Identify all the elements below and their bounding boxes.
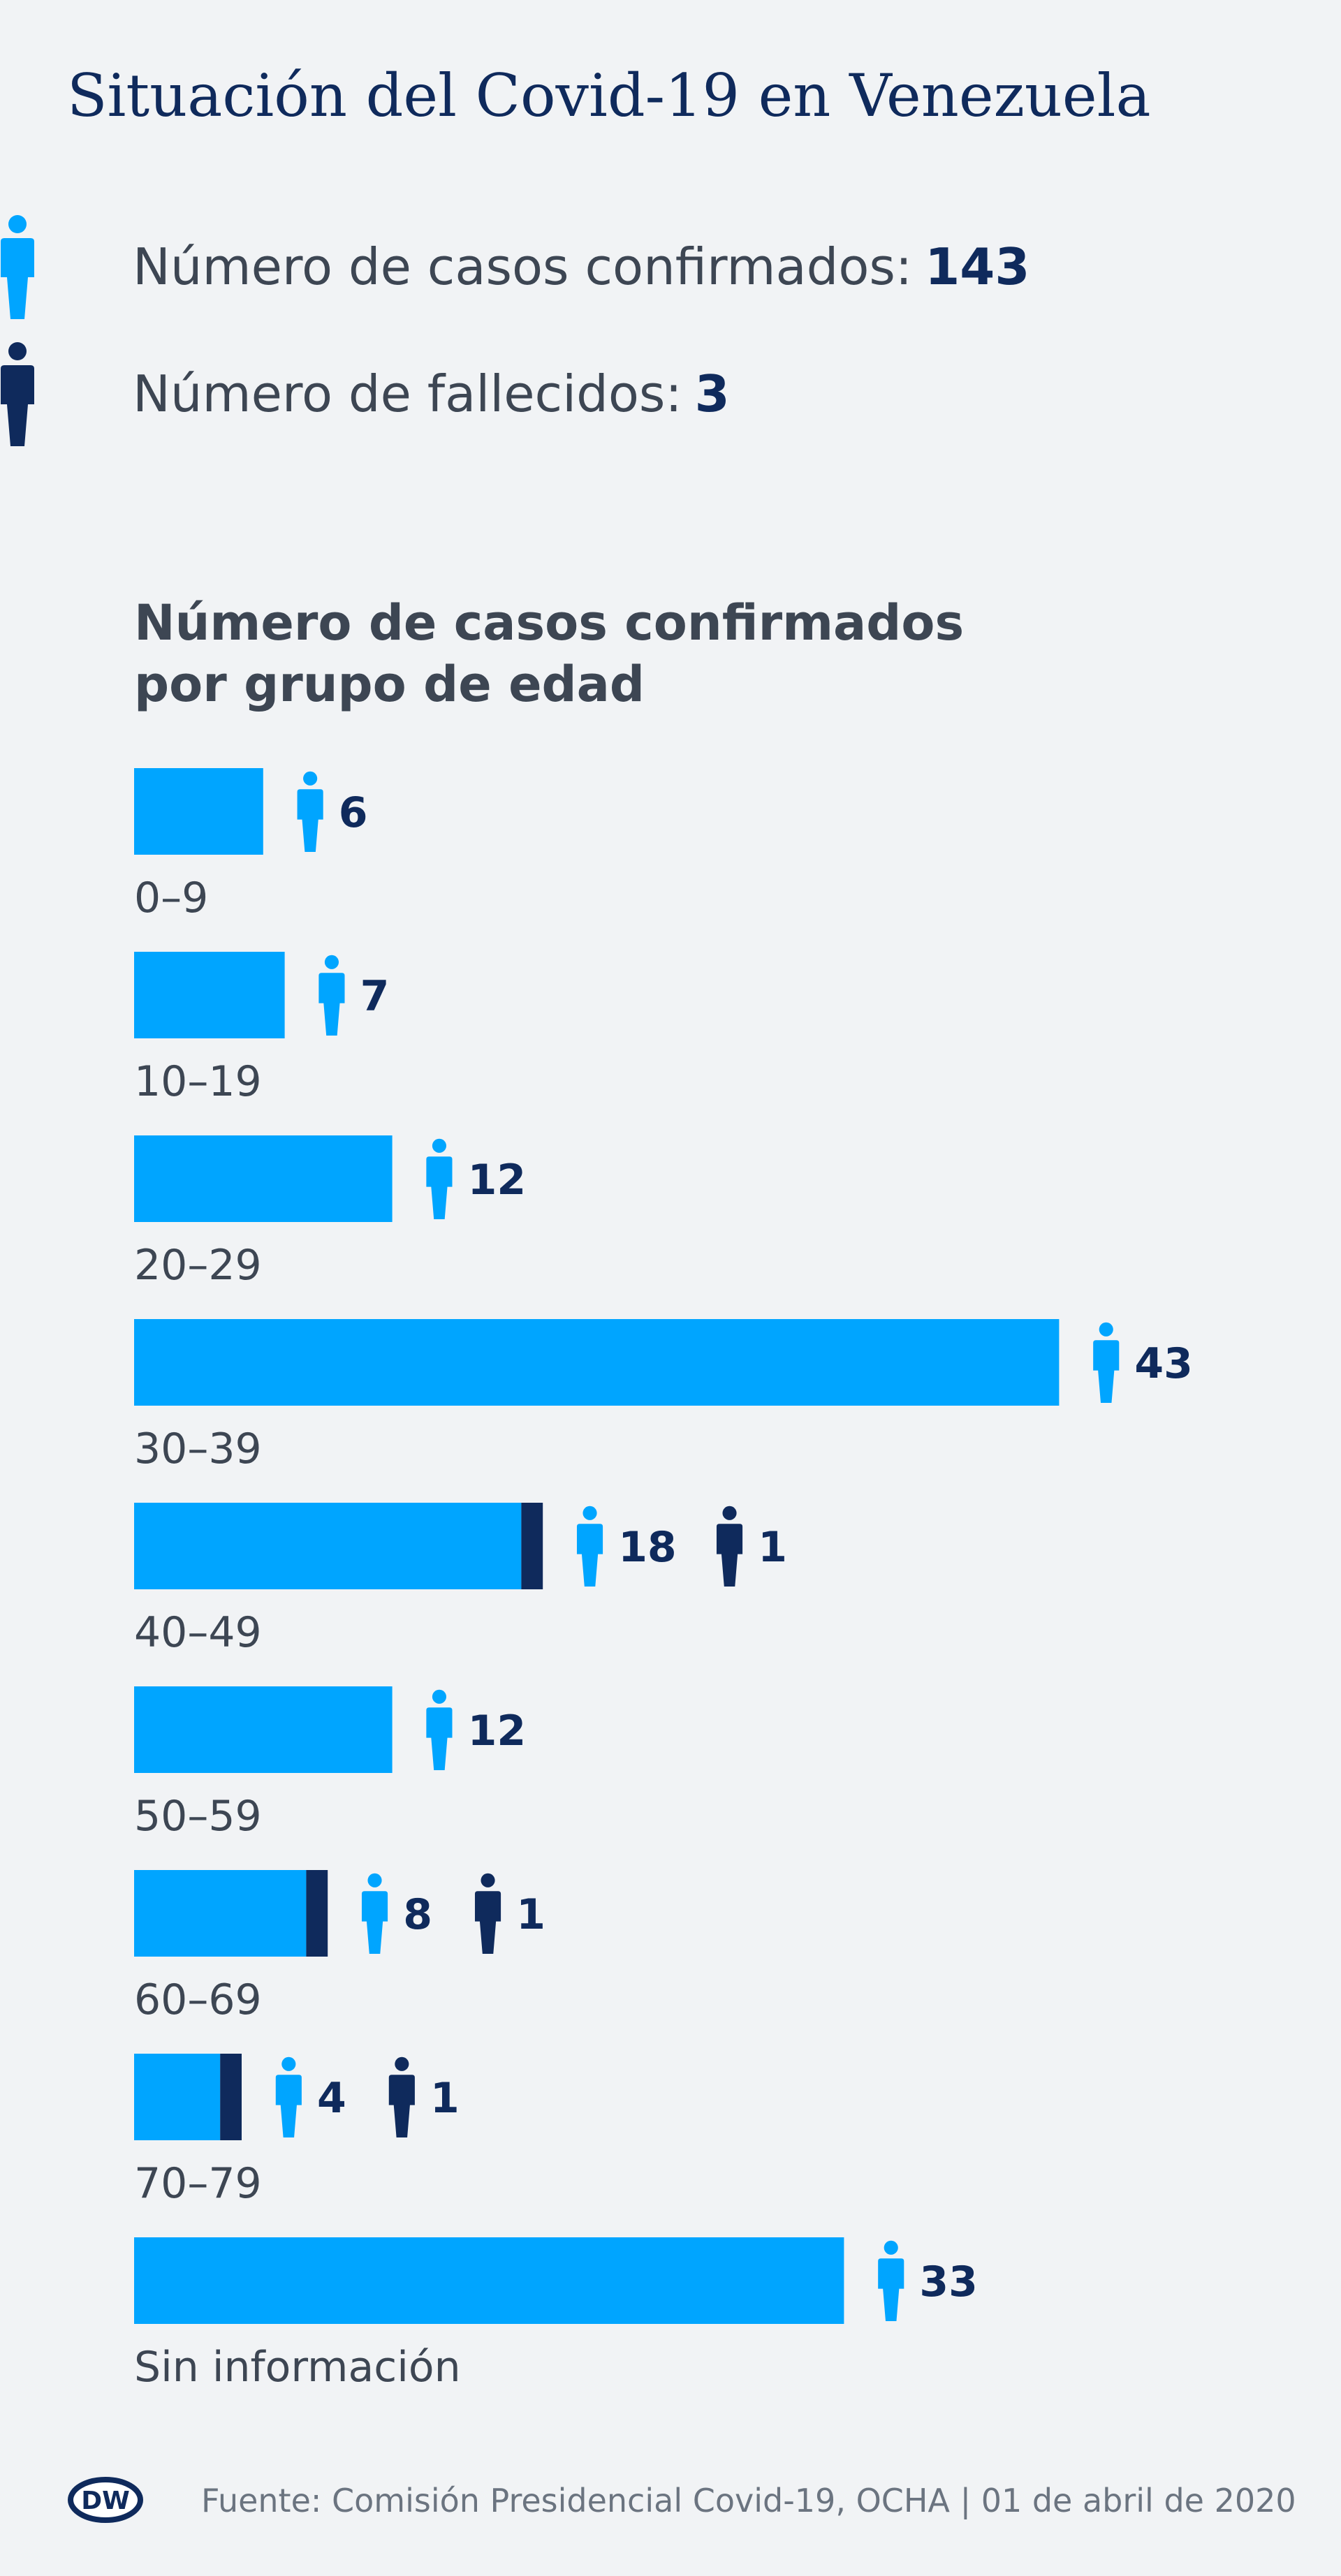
data-label-deaths: 1 bbox=[758, 1523, 787, 1572]
person-icon bbox=[716, 1506, 743, 1587]
chart-title: Situación del Covid-19 en Venezuela bbox=[67, 61, 1151, 130]
data-label-deaths: 1 bbox=[430, 2074, 460, 2123]
dw-logo: DW bbox=[68, 2477, 143, 2523]
legend-deaths-value: 3 bbox=[694, 365, 730, 423]
person-icon bbox=[388, 2056, 415, 2137]
bar-confirmed-3 bbox=[134, 1319, 1060, 1406]
category-label: 70–79 bbox=[134, 2159, 262, 2208]
person-icon bbox=[878, 2240, 904, 2321]
data-label-confirmed: 43 bbox=[1134, 1339, 1193, 1388]
person-icon bbox=[1093, 1322, 1120, 1403]
data-label-confirmed: 18 bbox=[618, 1523, 677, 1572]
category-label: 30–39 bbox=[134, 1425, 262, 1473]
bar-confirmed-7 bbox=[134, 2054, 221, 2140]
category-label: Sin información bbox=[134, 2343, 461, 2392]
category-label: 50–59 bbox=[134, 1792, 262, 1841]
person-icon bbox=[426, 1689, 453, 1770]
category-label: 0–9 bbox=[134, 874, 208, 922]
legend-deaths: Número de fallecidos: 3 bbox=[1, 342, 730, 446]
data-label-confirmed: 6 bbox=[339, 788, 368, 837]
category-label: 10–19 bbox=[134, 1057, 262, 1106]
legend-confirmed-label: Número de casos confirmados: bbox=[133, 237, 913, 296]
bar-confirmed-2 bbox=[134, 1135, 393, 1222]
person-icon bbox=[1, 215, 34, 319]
source-note: Fuente: Comisión Presidencial Covid-19, … bbox=[201, 2482, 1296, 2519]
bar-confirmed-4 bbox=[134, 1503, 522, 1589]
bar-confirmed-6 bbox=[134, 1870, 307, 1957]
person-icon bbox=[474, 1873, 501, 1954]
person-icon bbox=[275, 2056, 302, 2137]
data-label-confirmed: 12 bbox=[468, 1707, 527, 1756]
bar-confirmed-0 bbox=[134, 768, 263, 855]
bar-deaths-4 bbox=[521, 1503, 543, 1589]
bar-confirmed-5 bbox=[134, 1686, 393, 1773]
person-icon bbox=[576, 1506, 603, 1587]
subtitle-line-1: Número de casos confirmados bbox=[134, 594, 965, 652]
bar-deaths-7 bbox=[220, 2054, 242, 2140]
data-label-confirmed: 7 bbox=[360, 972, 390, 1021]
data-label-confirmed: 8 bbox=[403, 1890, 432, 1939]
data-label-confirmed: 33 bbox=[919, 2258, 978, 2306]
category-label: 60–69 bbox=[134, 1975, 262, 2024]
legend-deaths-label: Número de fallecidos: bbox=[133, 365, 682, 423]
bar-deaths-6 bbox=[306, 1870, 328, 1957]
person-icon bbox=[361, 1873, 388, 1954]
data-label-deaths: 1 bbox=[516, 1890, 545, 1939]
legend-confirmed: Número de casos confirmados: 143 bbox=[1, 215, 1030, 319]
legend-confirmed-value: 143 bbox=[925, 237, 1030, 296]
person-icon bbox=[1, 342, 34, 446]
data-label-confirmed: 4 bbox=[317, 2074, 346, 2123]
person-icon bbox=[297, 771, 323, 852]
bar-confirmed-1 bbox=[134, 952, 285, 1038]
category-label: 40–49 bbox=[134, 1608, 262, 1657]
subtitle-line-2: por grupo de edad bbox=[134, 656, 645, 713]
category-label: 20–29 bbox=[134, 1241, 262, 1290]
person-icon bbox=[318, 955, 345, 1036]
person-icon bbox=[426, 1138, 453, 1219]
data-label-confirmed: 12 bbox=[468, 1156, 527, 1205]
bar-confirmed-8 bbox=[134, 2237, 844, 2324]
dw-logo-text: DW bbox=[81, 2487, 130, 2515]
chart-subtitle: Número de casos confirmados por grupo de… bbox=[134, 592, 1112, 715]
